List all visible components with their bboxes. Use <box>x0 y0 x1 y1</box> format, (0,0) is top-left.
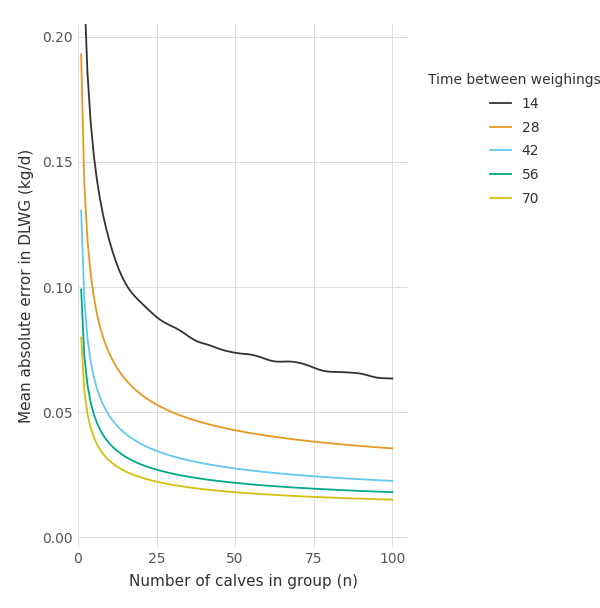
14 <box>263 356 270 363</box>
70 <box>389 496 396 503</box>
14 <box>364 371 371 379</box>
42 <box>238 466 245 473</box>
56 <box>238 480 245 487</box>
28 <box>77 50 85 58</box>
42 <box>364 476 371 483</box>
70 <box>263 491 270 498</box>
28 <box>364 443 371 450</box>
Legend: 14, 28, 42, 56, 70: 14, 28, 42, 56, 70 <box>428 73 600 206</box>
42 <box>389 477 396 485</box>
56 <box>137 461 145 468</box>
14 <box>389 375 396 382</box>
Line: 28: 28 <box>81 54 392 448</box>
28 <box>238 428 245 435</box>
Line: 56: 56 <box>81 289 392 492</box>
14 <box>150 311 157 318</box>
56 <box>77 286 85 293</box>
14 <box>238 350 245 358</box>
42 <box>150 446 157 454</box>
28 <box>137 390 145 398</box>
56 <box>373 488 380 496</box>
42 <box>373 477 380 484</box>
Line: 14: 14 <box>81 0 392 379</box>
Line: 70: 70 <box>81 337 392 500</box>
Y-axis label: Mean absolute error in DLWG (kg/d): Mean absolute error in DLWG (kg/d) <box>19 148 34 423</box>
70 <box>238 489 245 496</box>
42 <box>137 440 145 447</box>
70 <box>364 496 371 503</box>
56 <box>389 488 396 496</box>
28 <box>373 444 380 451</box>
42 <box>77 207 85 215</box>
14 <box>137 299 145 306</box>
X-axis label: Number of calves in group (n): Number of calves in group (n) <box>128 575 358 589</box>
70 <box>77 334 85 341</box>
42 <box>263 469 270 476</box>
Line: 42: 42 <box>81 211 392 481</box>
70 <box>150 477 157 485</box>
28 <box>263 432 270 440</box>
70 <box>373 496 380 503</box>
56 <box>150 465 157 472</box>
28 <box>150 399 157 406</box>
56 <box>263 482 270 489</box>
14 <box>373 374 380 381</box>
28 <box>389 444 396 452</box>
70 <box>137 474 145 481</box>
56 <box>364 488 371 495</box>
